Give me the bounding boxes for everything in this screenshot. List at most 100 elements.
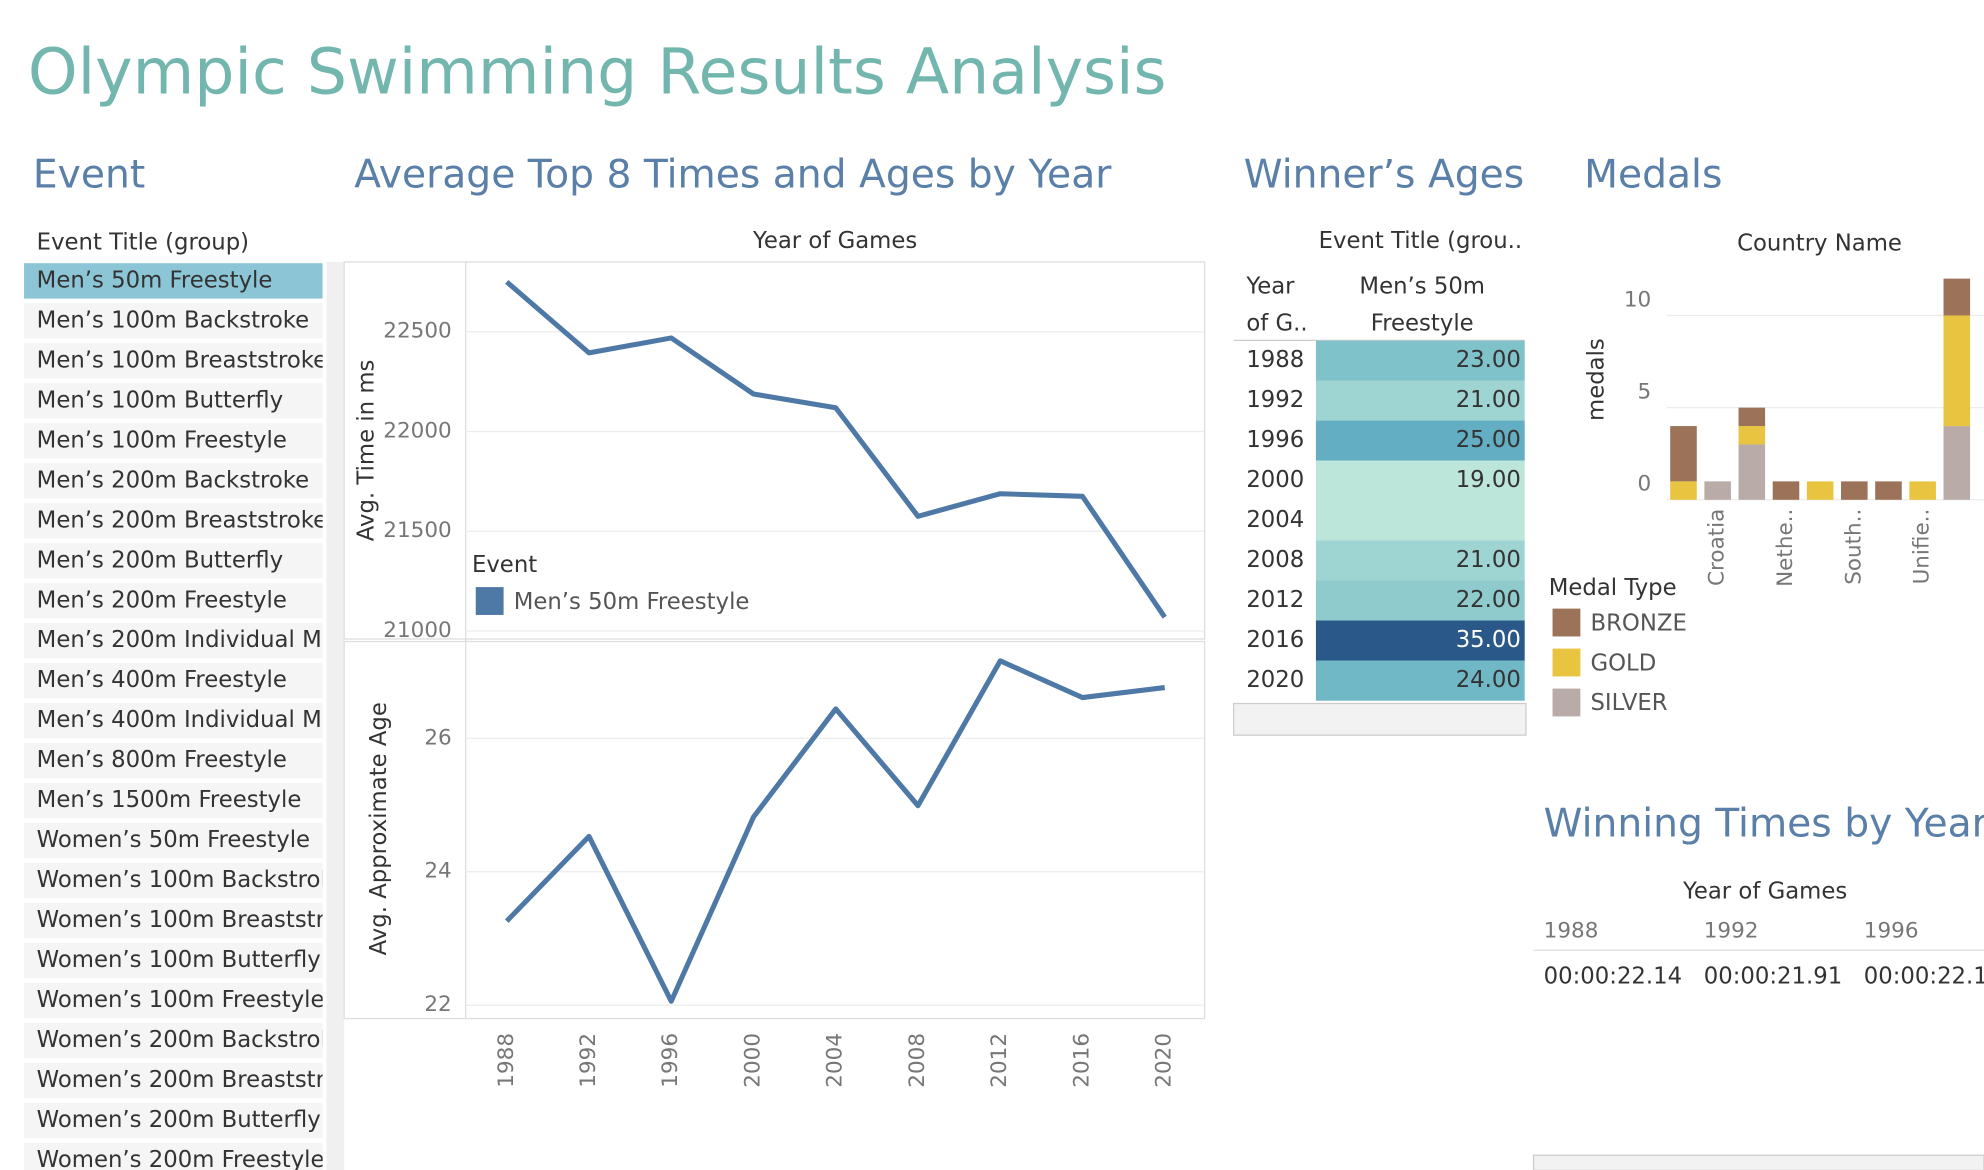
event-label: Women’s 200m Butterfly xyxy=(37,1107,321,1133)
heat-cell xyxy=(1315,380,1525,421)
row-label: 2000 xyxy=(1246,467,1304,493)
event-label: Women’s 100m Breaststr xyxy=(37,907,326,933)
y-tick-label: 22000 xyxy=(383,418,451,443)
event-item[interactable] xyxy=(24,703,323,739)
heat-cell xyxy=(1315,340,1525,381)
bar-segment xyxy=(1738,444,1766,500)
event-label: Men’s 100m Backstroke xyxy=(37,307,309,333)
x-axis-title: Year of Games xyxy=(752,228,917,254)
row-label: 2012 xyxy=(1246,587,1304,613)
event-item[interactable] xyxy=(24,902,323,939)
bar-segment xyxy=(1806,481,1834,500)
bar-segment xyxy=(1943,426,1971,500)
event-list: Men’s 50m Freestyle Men’s 100m Backstroke… xyxy=(24,263,327,1170)
x-tick-label: 1992 xyxy=(576,1033,601,1088)
x-tick-label: Croatia xyxy=(1705,509,1730,586)
times-header: Year of Games xyxy=(1682,879,1847,905)
legend-label: SILVER xyxy=(1590,690,1667,716)
event-item[interactable] xyxy=(24,263,323,299)
x-tick-label: 2004 xyxy=(823,1033,848,1088)
bar-segment xyxy=(1670,481,1697,500)
x-tick-label: 2020 xyxy=(1152,1033,1177,1088)
event-item[interactable] xyxy=(24,1142,323,1170)
bar-segment xyxy=(1704,481,1731,500)
bar-segment xyxy=(1738,407,1766,427)
row-label: 1988 xyxy=(1246,347,1304,373)
event-item[interactable] xyxy=(24,463,323,499)
y-tick-label: 22500 xyxy=(383,319,451,344)
scrollbar xyxy=(1532,1154,1984,1170)
column-label: 1988 xyxy=(1544,918,1599,943)
event-item[interactable] xyxy=(24,1102,323,1139)
event-item[interactable] xyxy=(24,383,323,419)
x-tick-label: 1996 xyxy=(658,1033,683,1088)
event-item[interactable] xyxy=(24,623,323,659)
x-tick-label: Unifie.. xyxy=(1910,509,1935,585)
event-item[interactable] xyxy=(24,742,323,779)
event-header: Event Title (group) xyxy=(37,229,249,255)
bar-segment xyxy=(1841,481,1868,500)
series-line xyxy=(504,658,1166,1004)
event-label: Men’s 200m Individual M xyxy=(37,627,322,653)
x-tick-label: 1988 xyxy=(494,1033,519,1088)
y-tick-label: 22 xyxy=(424,992,451,1017)
event-item[interactable] xyxy=(24,782,323,819)
event-item[interactable] xyxy=(24,303,323,339)
event-item[interactable] xyxy=(24,583,323,619)
legend-swatch xyxy=(1552,648,1581,677)
event-item[interactable] xyxy=(24,1062,323,1099)
event-label: Men’s 50m Freestyle xyxy=(37,267,273,293)
x-tick-label: 2008 xyxy=(905,1033,930,1088)
event-item[interactable] xyxy=(24,543,323,579)
event-item[interactable] xyxy=(24,1022,323,1059)
row-label: 1992 xyxy=(1246,387,1304,413)
event-label: Men’s 100m Butterfly xyxy=(37,387,283,413)
column-header: Men’s 50m xyxy=(1359,274,1485,300)
scrollbar xyxy=(326,261,345,1170)
y-tick-label: 5 xyxy=(1638,379,1652,404)
column-header: Freestyle xyxy=(1371,310,1474,336)
legend-label: GOLD xyxy=(1590,650,1656,676)
scrollbar xyxy=(1233,702,1527,736)
event-item[interactable] xyxy=(24,343,323,379)
event-item[interactable] xyxy=(24,862,323,899)
cell-value: 23.00 xyxy=(1456,347,1521,373)
time-value: 00:00:22.1 xyxy=(1864,963,1984,989)
event-label: Men’s 400m Individual M xyxy=(37,707,322,733)
legend-label: Men’s 50m Freestyle xyxy=(514,589,750,615)
column-label: 1992 xyxy=(1704,918,1759,943)
y2-axis-title: Avg. Approximate Age xyxy=(366,702,392,955)
cell-value: 24.00 xyxy=(1456,667,1521,693)
event-label: Men’s 200m Breaststroke xyxy=(37,507,327,533)
row-header: Year xyxy=(1245,274,1295,300)
cell-value: 21.00 xyxy=(1456,547,1521,573)
legend-swatch xyxy=(1552,688,1581,717)
y-tick-label: 24 xyxy=(424,859,451,884)
event-item[interactable] xyxy=(24,503,323,539)
heat-cell xyxy=(1315,500,1525,541)
y-tick-label: 10 xyxy=(1624,287,1651,312)
row-label: 2020 xyxy=(1246,667,1304,693)
heat-cell xyxy=(1315,460,1525,501)
row-label: 2008 xyxy=(1246,547,1304,573)
heat-cell xyxy=(1315,580,1525,621)
event-item[interactable] xyxy=(24,942,323,979)
event-label: Women’s 200m Backstrol xyxy=(37,1027,327,1053)
heat-cell xyxy=(1315,660,1525,701)
legend-swatch xyxy=(1552,608,1581,637)
event-item[interactable] xyxy=(24,822,323,859)
event-label: Men’s 200m Backstroke xyxy=(37,467,309,493)
event-item[interactable] xyxy=(24,423,323,459)
x-axis-title: Country Name xyxy=(1737,231,1902,257)
cell-value: 25.00 xyxy=(1456,427,1521,453)
event-item[interactable] xyxy=(24,663,323,699)
event-item[interactable] xyxy=(24,982,323,1019)
legend-title: Medal Type xyxy=(1549,575,1677,601)
line-chart-title: Average Top 8 Times and Ages by Year xyxy=(354,153,1112,198)
y-tick-label: 26 xyxy=(424,725,451,750)
event-label: Women’s 100m Butterfly xyxy=(37,947,321,973)
event-label: Men’s 800m Freestyle xyxy=(37,747,287,773)
ages-column-group: Event Title (grou.. xyxy=(1319,228,1523,254)
